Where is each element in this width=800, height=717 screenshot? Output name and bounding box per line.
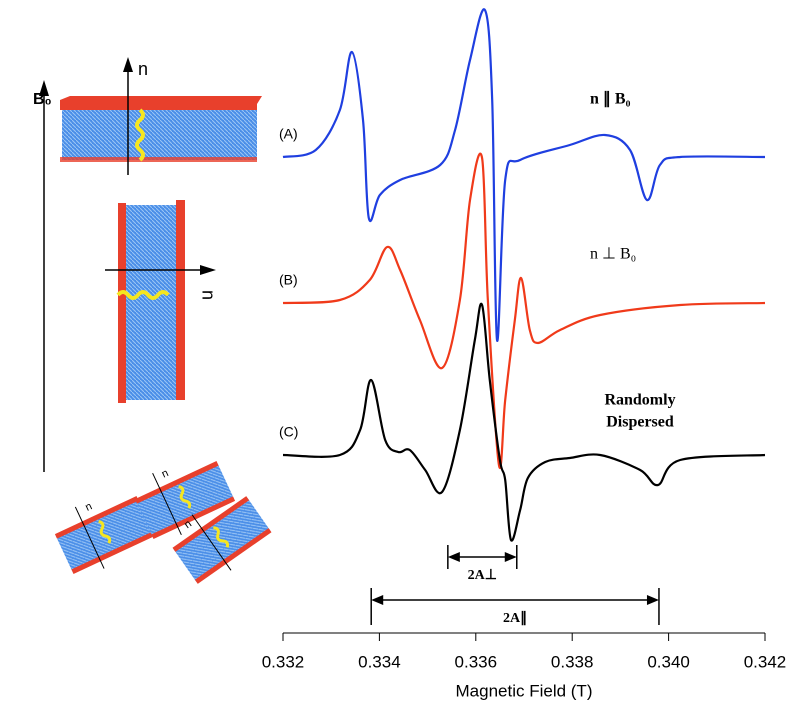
annotation: n ∥ B₀ bbox=[590, 91, 631, 108]
normal-label: n bbox=[160, 467, 171, 480]
x-tick-label: 0.336 bbox=[455, 652, 498, 671]
normal-label: n bbox=[83, 500, 94, 513]
span-label: 2A∥ bbox=[503, 610, 527, 626]
membrane: n bbox=[134, 461, 236, 539]
arrow-head bbox=[447, 552, 460, 562]
series-label: (A) bbox=[279, 126, 298, 142]
spectrum-line bbox=[282, 302, 766, 542]
field-label: B₀ bbox=[33, 91, 52, 108]
arrow-head bbox=[646, 595, 659, 605]
normal-label: n bbox=[138, 59, 148, 79]
membrane: n bbox=[60, 57, 262, 175]
x-tick-label: 0.332 bbox=[262, 652, 305, 671]
annotation: Randomly bbox=[604, 392, 675, 409]
membrane: n bbox=[54, 496, 156, 574]
arrow-head bbox=[504, 552, 517, 562]
membrane: n bbox=[105, 200, 218, 403]
series-label: (C) bbox=[279, 424, 298, 440]
normal-label: n bbox=[182, 518, 194, 531]
span-label: 2A⊥ bbox=[468, 568, 497, 583]
x-tick-label: 0.334 bbox=[358, 652, 401, 671]
series-label: (B) bbox=[279, 272, 298, 288]
arrow-head bbox=[371, 595, 384, 605]
spectrum-line bbox=[282, 8, 766, 342]
normal-label: n bbox=[198, 290, 218, 300]
x-tick-label: 0.342 bbox=[744, 652, 787, 671]
x-tick-label: 0.338 bbox=[551, 652, 594, 671]
annotation: Dispersed bbox=[606, 414, 674, 431]
membrane: n bbox=[172, 496, 272, 584]
x-tick-label: 0.340 bbox=[647, 652, 690, 671]
spectrum-line bbox=[282, 152, 766, 469]
illustration: B₀ n n n bbox=[33, 57, 272, 584]
arrow-head bbox=[39, 80, 49, 96]
x-axis-title: Magnetic Field (T) bbox=[456, 681, 593, 700]
annotation: n ⊥ B₀ bbox=[590, 246, 636, 263]
